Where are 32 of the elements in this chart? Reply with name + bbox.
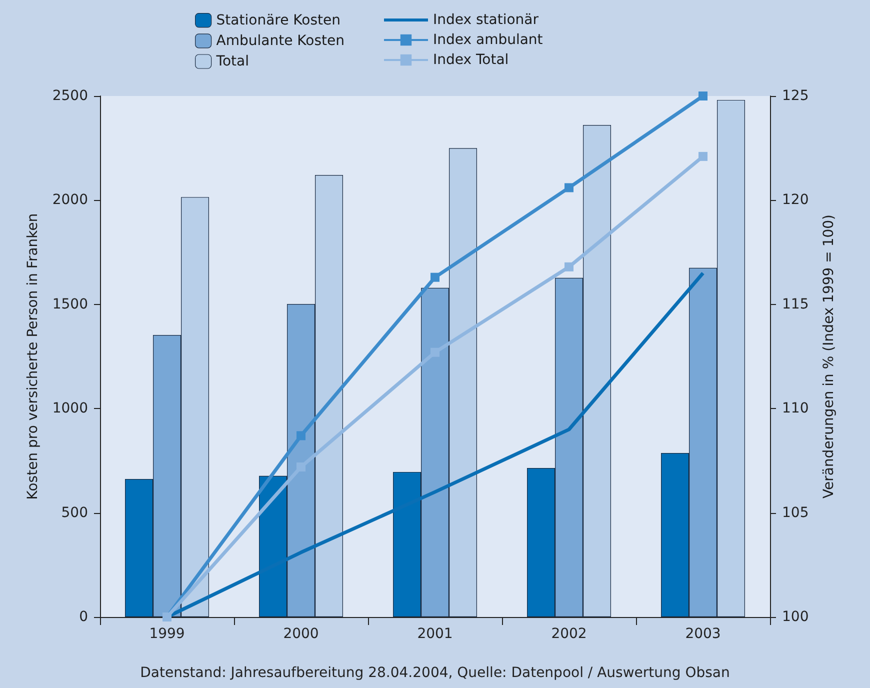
y2-tick-label: 105 (782, 504, 809, 521)
y2-tick-label: 125 (782, 88, 809, 104)
y-tick-label: 0 (79, 609, 88, 625)
x-tick-label: 2002 (551, 626, 587, 642)
x-tick-label: 2001 (417, 626, 453, 642)
legend-label: Index Total (433, 52, 509, 68)
legend-label: Ambulante Kosten (216, 32, 344, 49)
point (698, 152, 708, 161)
legend-label: Index ambulant (433, 32, 544, 48)
y2-tick-label: 120 (782, 192, 809, 208)
legend-label: Stationäre Kosten (216, 12, 340, 28)
text: Datenstand: Jahresaufbereitung 28.04.2004, Quelle: Datenpool / Auswertung Obsan (140, 665, 730, 681)
point (564, 262, 574, 272)
y-tick-label: 1000 (52, 400, 88, 417)
y2-tick-label: 100 (782, 609, 809, 625)
point (564, 183, 574, 192)
point (430, 272, 440, 282)
legend-label: Index stationär (433, 12, 539, 28)
y-tick-label: 2500 (52, 88, 88, 104)
y2-tick-label: 115 (782, 296, 809, 312)
point (296, 431, 306, 440)
y-tick-label: 500 (61, 504, 88, 521)
y-axis-title: Kosten pro versicherte Person in Franken (25, 213, 41, 500)
legend-label: Total (215, 54, 250, 70)
x-tick-label: 1999 (149, 626, 185, 642)
point (698, 92, 708, 100)
y-tick-label: 2000 (52, 192, 88, 208)
y2-tick-label: 110 (782, 400, 809, 417)
x-tick-label: 2003 (685, 626, 721, 642)
y2-axis-title: Veränderungen in % (Index 1999 = 100) (821, 214, 837, 498)
y-tick-label: 1500 (52, 296, 88, 312)
x-tick-label: 2000 (283, 626, 319, 642)
